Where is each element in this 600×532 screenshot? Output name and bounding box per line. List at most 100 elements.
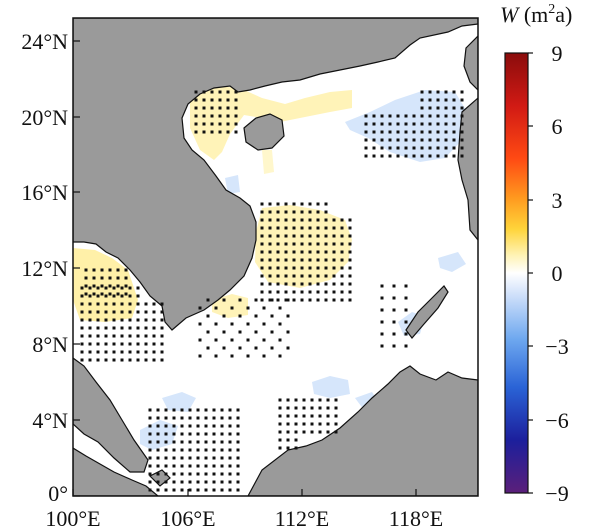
stipple-dot <box>180 456 184 460</box>
stipple-dot <box>444 114 448 118</box>
stipple-dot <box>308 218 312 222</box>
stipple-dot <box>428 154 432 158</box>
stipple-dot <box>308 274 312 278</box>
stipple-dot <box>88 358 92 362</box>
stipple-dot <box>276 226 280 230</box>
stipple-dot <box>340 266 344 270</box>
stipple-dot <box>278 322 282 326</box>
stipple-dot <box>204 488 208 492</box>
stipple-dot <box>372 146 376 150</box>
stipple-dot <box>324 242 328 246</box>
stipple-dot <box>236 472 240 476</box>
stipple-dot <box>88 294 92 298</box>
stipple-dot <box>180 480 184 484</box>
stipple-dot <box>112 318 116 322</box>
stipple-dot <box>152 342 156 346</box>
stipple-dot <box>128 342 132 346</box>
stipple-dot <box>294 398 298 402</box>
stipple-dot <box>318 406 322 410</box>
stipple-dot <box>156 408 160 412</box>
stipple-dot <box>172 416 176 420</box>
stipple-dot <box>324 202 328 206</box>
stipple-dot <box>164 432 168 436</box>
stipple-dot <box>286 398 290 402</box>
stipple-dot <box>180 464 184 468</box>
stipple-dot <box>332 242 336 246</box>
stipple-dot <box>392 296 396 300</box>
taiwan <box>463 35 478 91</box>
stipple-dot <box>270 298 274 302</box>
stipple-dot <box>156 448 160 452</box>
stipple-dot <box>436 90 440 94</box>
stipple-dot <box>348 218 352 222</box>
stipple-dot <box>188 448 192 452</box>
stipple-dot <box>148 416 152 420</box>
stipple-dot <box>212 456 216 460</box>
stipple-dot <box>202 98 206 102</box>
stipple-dot <box>236 416 240 420</box>
stipple-dot <box>116 268 120 272</box>
stipple-dot <box>364 114 368 118</box>
stipple-dot <box>388 122 392 126</box>
stipple-dot <box>284 298 288 302</box>
stipple-dot <box>204 448 208 452</box>
stipple-dot <box>156 480 160 484</box>
stipple-dot <box>436 114 440 118</box>
stipple-dot <box>324 258 328 262</box>
stipple-dot <box>308 226 312 230</box>
stipple-dot <box>420 114 424 118</box>
stipple-dot <box>324 282 328 286</box>
stipple-dot <box>300 210 304 214</box>
stipple-dot <box>188 408 192 412</box>
stipple-dot <box>452 106 456 110</box>
stipple-dot <box>340 258 344 262</box>
stipple-dot <box>88 318 92 322</box>
stipple-dot <box>268 226 272 230</box>
stipple-dot <box>202 114 206 118</box>
stipple-dot <box>302 422 306 426</box>
stipple-dot <box>228 464 232 468</box>
stipple-dot <box>392 332 396 336</box>
stipple-dot <box>180 424 184 428</box>
colorbar-tick-label: 3 <box>552 188 563 213</box>
stipple-dot <box>164 440 168 444</box>
stipple-dot <box>348 226 352 230</box>
stipple-dot <box>300 298 304 302</box>
stipple-dot <box>276 218 280 222</box>
stipple-dot <box>326 422 330 426</box>
stipple-dot <box>286 298 290 302</box>
stipple-dot <box>80 342 84 346</box>
stipple-dot <box>294 422 298 426</box>
stipple-dot <box>194 130 198 134</box>
stipple-dot <box>278 422 282 426</box>
stipple-dot <box>404 296 408 300</box>
stipple-dot <box>404 114 408 118</box>
stipple-dot <box>278 354 282 358</box>
stipple-dot <box>420 154 424 158</box>
stipple-dot <box>204 464 208 468</box>
stipple-dot <box>260 290 264 294</box>
stipple-dot <box>292 266 296 270</box>
y-tick-label: 0° <box>48 481 68 506</box>
stipple-dot <box>104 302 108 306</box>
stipple-dot <box>326 430 330 434</box>
stipple-dot <box>236 448 240 452</box>
stipple-dot <box>238 330 242 334</box>
stipple-dot <box>254 298 258 302</box>
stipple-dot <box>152 318 156 322</box>
stipple-dot <box>396 114 400 118</box>
stipple-dot <box>204 440 208 444</box>
stipple-dot <box>96 326 100 330</box>
stipple-dot <box>276 202 280 206</box>
stipple-dot <box>104 342 108 346</box>
stipple-dot <box>262 354 266 358</box>
stipple-dot <box>404 332 408 336</box>
stipple-dot <box>202 106 206 110</box>
stipple-dot <box>204 480 208 484</box>
stipple-dot <box>348 298 352 302</box>
stipple-dot <box>268 202 272 206</box>
stipple-dot <box>160 310 164 314</box>
stipple-dot <box>396 146 400 150</box>
stipple-dot <box>404 154 408 158</box>
colorbar-tick-label: 0 <box>552 261 563 286</box>
